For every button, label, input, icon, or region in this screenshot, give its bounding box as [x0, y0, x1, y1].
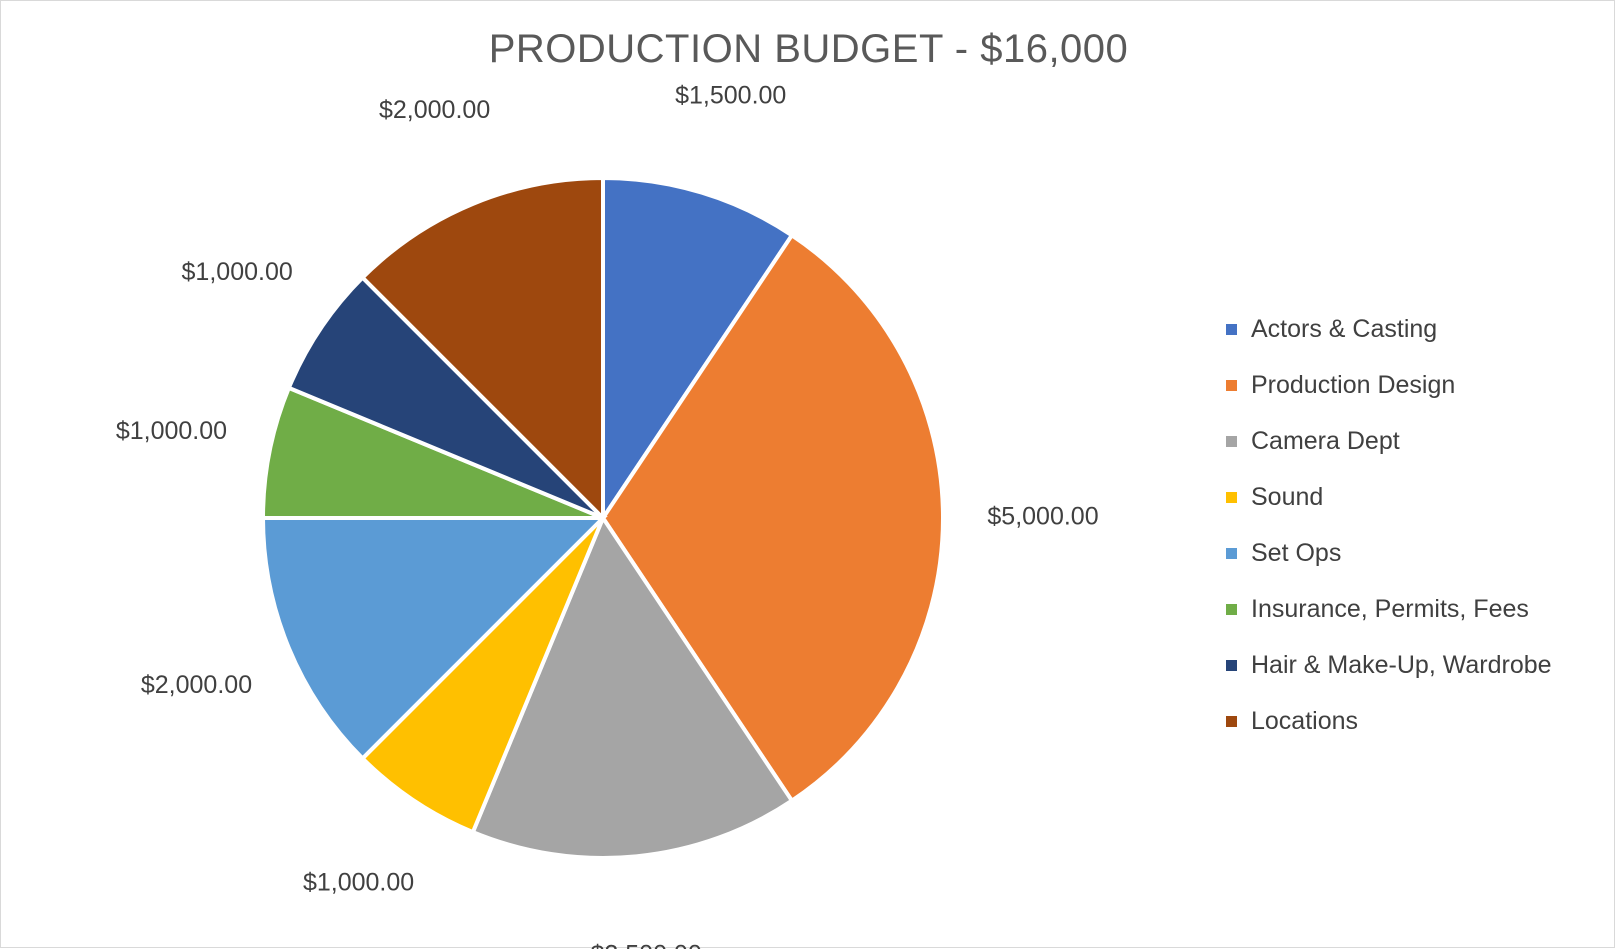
data-label-4: $1,000.00	[303, 868, 414, 896]
legend-item-3: Camera Dept	[1226, 413, 1552, 469]
legend-label: Hair & Make-Up, Wardrobe	[1251, 650, 1552, 679]
pie-slices	[260, 175, 946, 860]
data-label-2: $5,000.00	[987, 503, 1098, 531]
pie-slice-3	[470, 513, 795, 860]
pie-slice-8	[359, 175, 605, 523]
legend-swatch	[1226, 491, 1237, 503]
pie-slice-7	[286, 274, 605, 520]
legend-swatch	[1226, 435, 1237, 447]
legend-label: Camera Dept	[1251, 426, 1400, 455]
legend-label: Set Ops	[1251, 538, 1342, 567]
legend-item-1: Actors & Casting	[1226, 301, 1552, 357]
data-label-1: $1,500.00	[675, 82, 786, 110]
legend-item-6: Insurance, Permits, Fees	[1226, 581, 1552, 637]
data-label-5: $2,000.00	[141, 671, 252, 699]
legend-label: Insurance, Permits, Fees	[1251, 594, 1529, 623]
legend-label: Sound	[1251, 482, 1324, 511]
legend-item-8: Locations	[1226, 693, 1552, 749]
legend-label: Production Design	[1251, 370, 1456, 399]
legend-swatch	[1226, 379, 1237, 391]
legend: Actors & Casting Production Design Camera …	[1226, 301, 1552, 749]
legend-swatch	[1226, 659, 1237, 671]
legend-swatch	[1226, 603, 1237, 615]
pie-slice-1	[601, 175, 795, 525]
legend-swatch	[1226, 715, 1237, 727]
pie-slice-6	[260, 385, 604, 520]
legend-swatch	[1226, 547, 1237, 559]
legend-swatch	[1226, 323, 1237, 335]
data-label-6: $1,000.00	[116, 417, 227, 445]
pie-slice-4	[359, 516, 605, 835]
pie-slice-5	[260, 516, 608, 762]
legend-item-7: Hair & Make-Up, Wardrobe	[1226, 637, 1552, 693]
data-label-8: $2,000.00	[379, 96, 490, 124]
legend-item-2: Production Design	[1226, 357, 1552, 413]
legend-item-5: Set Ops	[1226, 525, 1552, 581]
data-label-7: $1,000.00	[182, 258, 293, 286]
legend-label: Locations	[1251, 706, 1359, 735]
pie-data-labels: $1,500.00 $5,000.00 $2,500.00 $1,000.00 $2,0…	[116, 82, 1099, 949]
pie-slice-2	[600, 232, 946, 804]
legend-item-4: Sound	[1226, 469, 1552, 525]
chart-title: PRODUCTION BUDGET - $16,000	[488, 27, 1129, 71]
data-label-3: $2,500.00	[591, 940, 702, 949]
legend-label: Actors & Casting	[1251, 314, 1438, 343]
